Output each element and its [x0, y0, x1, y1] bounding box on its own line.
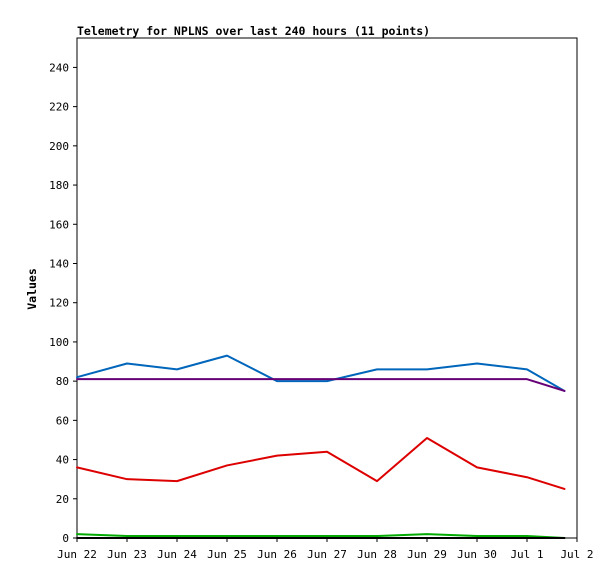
y-axis-label: Values: [25, 268, 39, 310]
y-tick-label: 120: [49, 297, 69, 310]
series-line-2: [76, 378, 566, 392]
y-tick-label: 200: [49, 140, 69, 153]
x-tick-label: Jun 25: [207, 548, 247, 561]
x-tick-label: Jul 1: [510, 548, 543, 561]
y-tick-label: 100: [49, 336, 69, 349]
y-tick-label: 140: [49, 257, 69, 270]
series-line-1: [76, 354, 566, 392]
y-tick-label: 180: [49, 179, 69, 192]
x-tick-label: Jun 30: [457, 548, 497, 561]
x-tick-label: Jun 28: [357, 548, 397, 561]
y-tick-label: 80: [56, 375, 69, 388]
y-tick-label: 0: [62, 532, 69, 545]
x-tick-label: Jun 27: [307, 548, 347, 561]
series-layer: [76, 354, 566, 539]
y-axis-ticks: 0 20 40 60 80 100 120 140 160 180 200 220 240: [49, 61, 77, 545]
x-tick-label: Jul 2: [560, 548, 593, 561]
x-tick-label: Jun 24: [157, 548, 197, 561]
y-tick-label: 160: [49, 218, 69, 231]
plot-frame: [76, 37, 578, 539]
x-tick-label: Jun 22: [57, 548, 97, 561]
series-line-3: [76, 437, 566, 490]
y-tick-label: 40: [56, 454, 69, 467]
x-axis-ticks: Jun 22 Jun 23 Jun 24 Jun 25 Jun 26 Jun 27 Jun …: [57, 538, 594, 561]
series-line-4: [76, 533, 566, 539]
chart-title: Telemetry for NPLNS over last 240 hours …: [77, 24, 430, 38]
x-tick-label: Jun 26: [257, 548, 297, 561]
x-tick-label: Jun 29: [407, 548, 447, 561]
y-tick-label: 20: [56, 493, 69, 506]
y-tick-label: 220: [49, 101, 69, 114]
x-tick-label: Jun 23: [107, 548, 147, 561]
y-tick-label: 60: [56, 414, 69, 427]
y-tick-label: 240: [49, 61, 69, 74]
